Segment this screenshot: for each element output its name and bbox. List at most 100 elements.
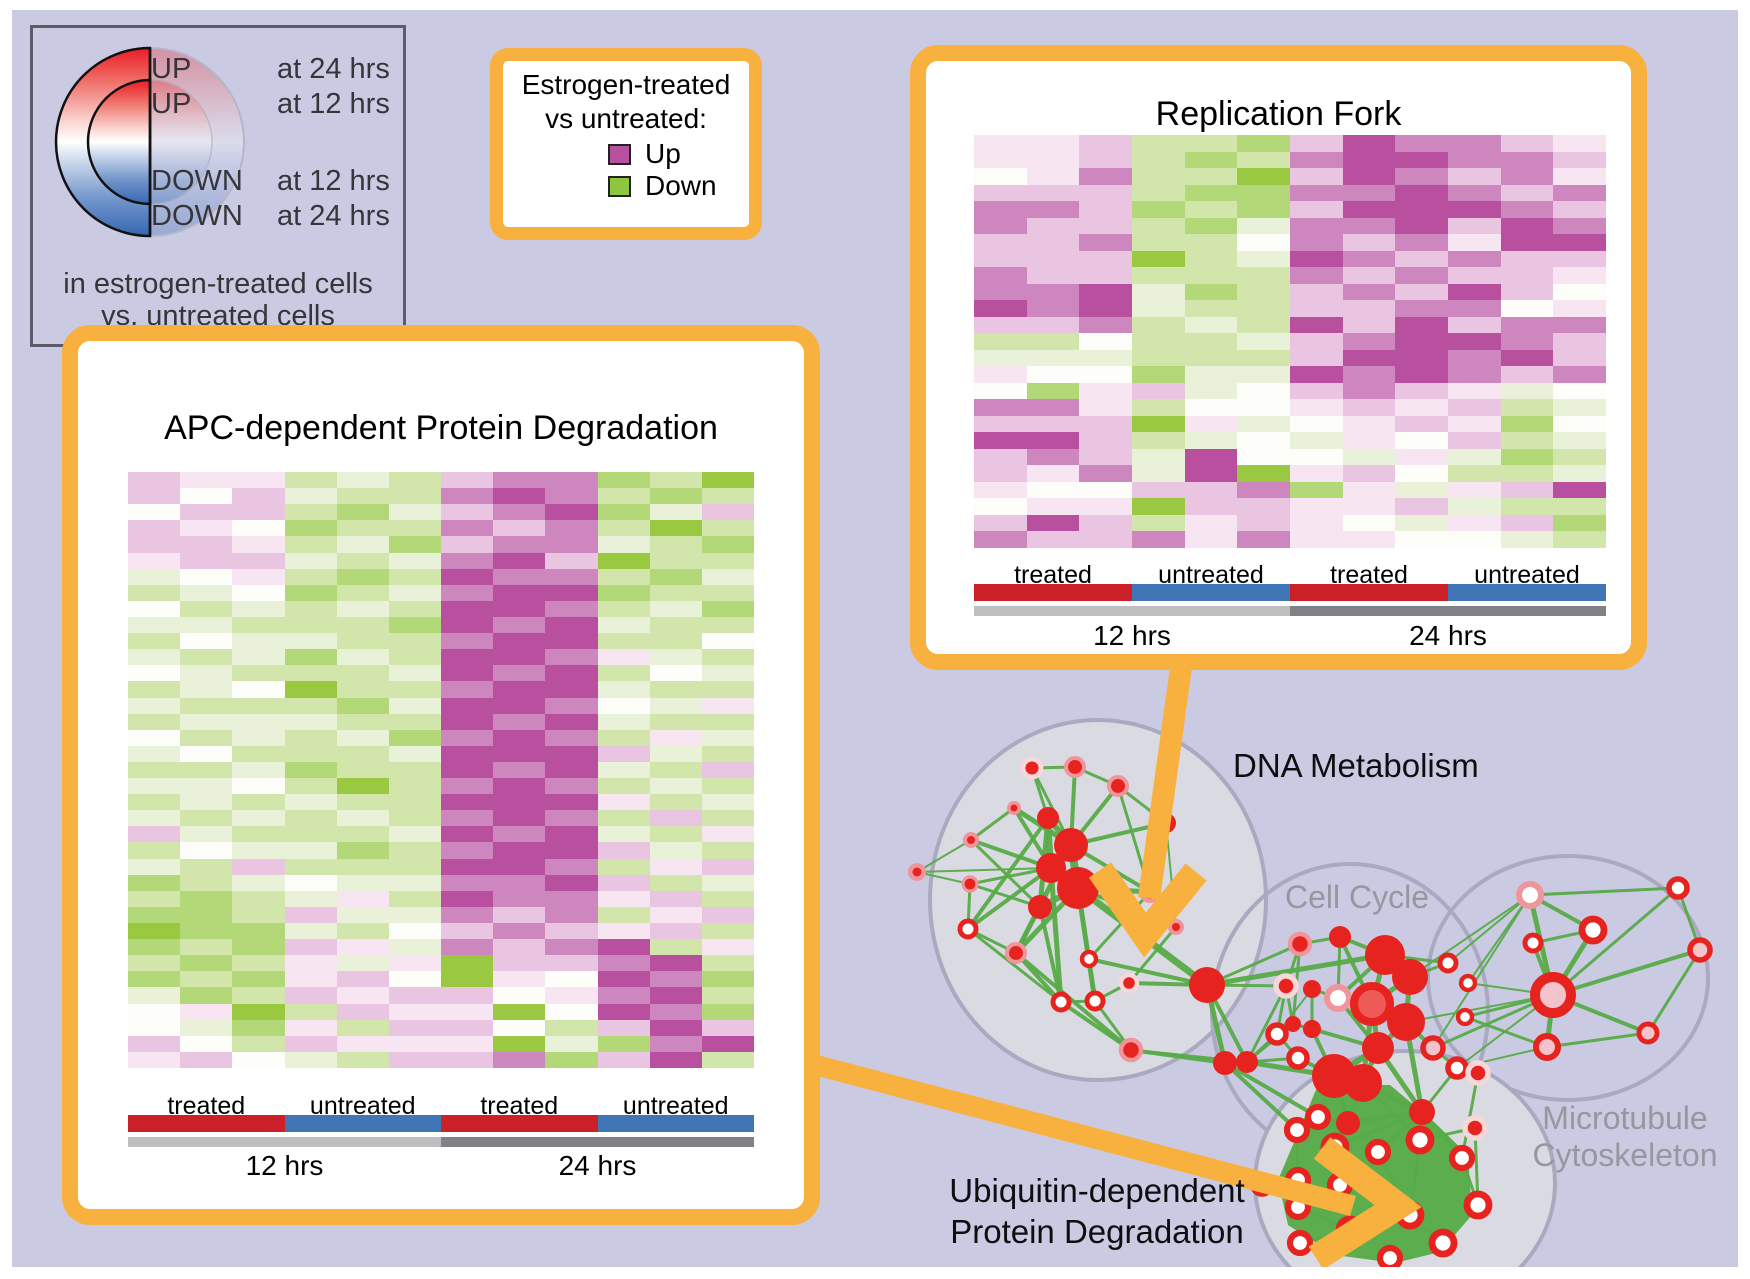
heatmap-cell	[545, 1035, 598, 1052]
heatmap-cell	[493, 568, 546, 585]
heatmap-cell	[232, 858, 285, 875]
heatmap-cell	[701, 906, 754, 924]
heatmap-cell	[1184, 168, 1238, 185]
heatmap-cell	[1500, 465, 1554, 482]
heatmap-cell	[232, 826, 285, 843]
heatmap-cell	[336, 713, 389, 730]
heatmap-cell	[545, 842, 598, 859]
heatmap-cell	[128, 568, 181, 585]
heatmap-cell	[493, 536, 546, 553]
heatmap-cell	[1026, 184, 1080, 202]
heatmap-cell	[1342, 267, 1396, 284]
heatmap-cell	[1184, 217, 1238, 235]
time-bar-24hrs	[1290, 606, 1606, 616]
network-node-solid	[1365, 935, 1405, 975]
heatmap-cell	[388, 1051, 441, 1068]
heatmap-cell	[597, 616, 650, 634]
heatmap-cell	[701, 520, 754, 537]
heatmap-cell	[493, 842, 546, 859]
untreated-bar	[597, 1115, 754, 1132]
arrow-apc-to-ub-shaft	[802, 1052, 1356, 1216]
heatmap-cell	[1553, 465, 1606, 482]
heatmap-cell	[493, 810, 546, 827]
heatmap-cell	[545, 826, 598, 843]
heatmap-cell	[388, 826, 441, 843]
heatmap-cell	[701, 633, 754, 650]
heatmap-cell	[336, 1019, 389, 1036]
heatmap-cell	[649, 649, 702, 666]
heatmap-cell	[284, 923, 337, 940]
heatmap-cell	[1132, 267, 1185, 284]
heatmap-cell	[388, 1003, 441, 1020]
heatmap-cell	[284, 874, 337, 891]
heatmap-cell	[493, 665, 546, 682]
heatmap-cell	[1079, 349, 1132, 367]
ubiquitin-label-line2: Protein Degradation	[950, 1213, 1244, 1250]
heatmap-cell	[1342, 399, 1396, 416]
heatmap-cell	[1553, 481, 1606, 499]
heatmap-cell	[1026, 234, 1080, 251]
heatmap-cell	[974, 366, 1027, 383]
heatmap-cell	[284, 616, 337, 634]
network-edge	[916, 839, 972, 873]
heatmap-cell	[388, 939, 441, 956]
network-node-ring	[1283, 1116, 1311, 1144]
heatmap-cell	[974, 316, 1027, 334]
heatmap-cell	[284, 584, 337, 601]
heatmap-cell	[1395, 234, 1448, 251]
heatmap-cell	[701, 890, 754, 907]
heatmap-cell	[1500, 481, 1554, 499]
network-edge	[1460, 1071, 1480, 1160]
heatmap-cell	[284, 826, 337, 843]
heatmap-cell	[1290, 184, 1343, 202]
heatmap-cell	[1290, 333, 1343, 350]
ring-up12-word: UP	[151, 88, 192, 120]
heatmap-cell	[336, 472, 389, 489]
heatmap-cell	[1395, 316, 1448, 334]
heatmap-cell	[493, 633, 546, 650]
heatmap-cell	[284, 1051, 337, 1068]
network-node-pinkrim	[1063, 755, 1087, 779]
heatmap-cell	[388, 874, 441, 891]
heatmap-cell	[284, 729, 337, 746]
heatmap-cell	[232, 568, 285, 585]
heatmap-cell	[1290, 151, 1343, 169]
updown-title-line2: vs untreated:	[545, 103, 707, 134]
heatmap-cell	[1184, 531, 1238, 548]
heatmap-cell	[1026, 514, 1080, 532]
heatmap-cell	[701, 1019, 754, 1036]
network-node-ringpink	[1323, 983, 1353, 1013]
heatmap-cell	[128, 778, 181, 795]
heatmap-cell	[441, 939, 494, 956]
heatmap-cell	[1500, 498, 1554, 515]
heatmap-cell	[1290, 300, 1343, 317]
heatmap-cell	[232, 488, 285, 505]
heatmap-cell	[1237, 465, 1290, 482]
network-node-pinkcenter	[1530, 972, 1576, 1018]
heatmap-cell	[1342, 432, 1396, 449]
network-node-solid	[1236, 1051, 1258, 1073]
heatmap-cell	[180, 1035, 233, 1052]
heatmap-cell	[388, 520, 441, 537]
network-node-ring	[1437, 952, 1459, 974]
heatmap-cell	[1290, 234, 1343, 251]
heatmap-cell	[974, 349, 1027, 367]
heatmap-cell	[1342, 135, 1396, 152]
heatmap-cell	[336, 923, 389, 940]
heatmap-cell	[1342, 201, 1396, 218]
heatmap-cell	[284, 600, 337, 617]
heatmap-cell	[232, 1051, 285, 1068]
heatmap-cell	[1184, 267, 1238, 284]
heatmap-cell	[441, 923, 494, 940]
heatmap-cell	[284, 472, 337, 489]
microtubule-cytoskeleton-label: Microtubule Cytoskeleton	[1533, 1100, 1718, 1174]
heatmap-cell	[1500, 234, 1554, 251]
heatmap-cell	[180, 488, 233, 505]
heatmap-cell	[545, 568, 598, 585]
heatmap-cell	[1026, 349, 1080, 367]
heatmap-cell	[128, 616, 181, 634]
heatmap-cell	[597, 649, 650, 666]
heatmap-cell	[701, 1003, 754, 1020]
heatmap-cell	[388, 729, 441, 746]
heatmap-cell	[1132, 382, 1185, 400]
